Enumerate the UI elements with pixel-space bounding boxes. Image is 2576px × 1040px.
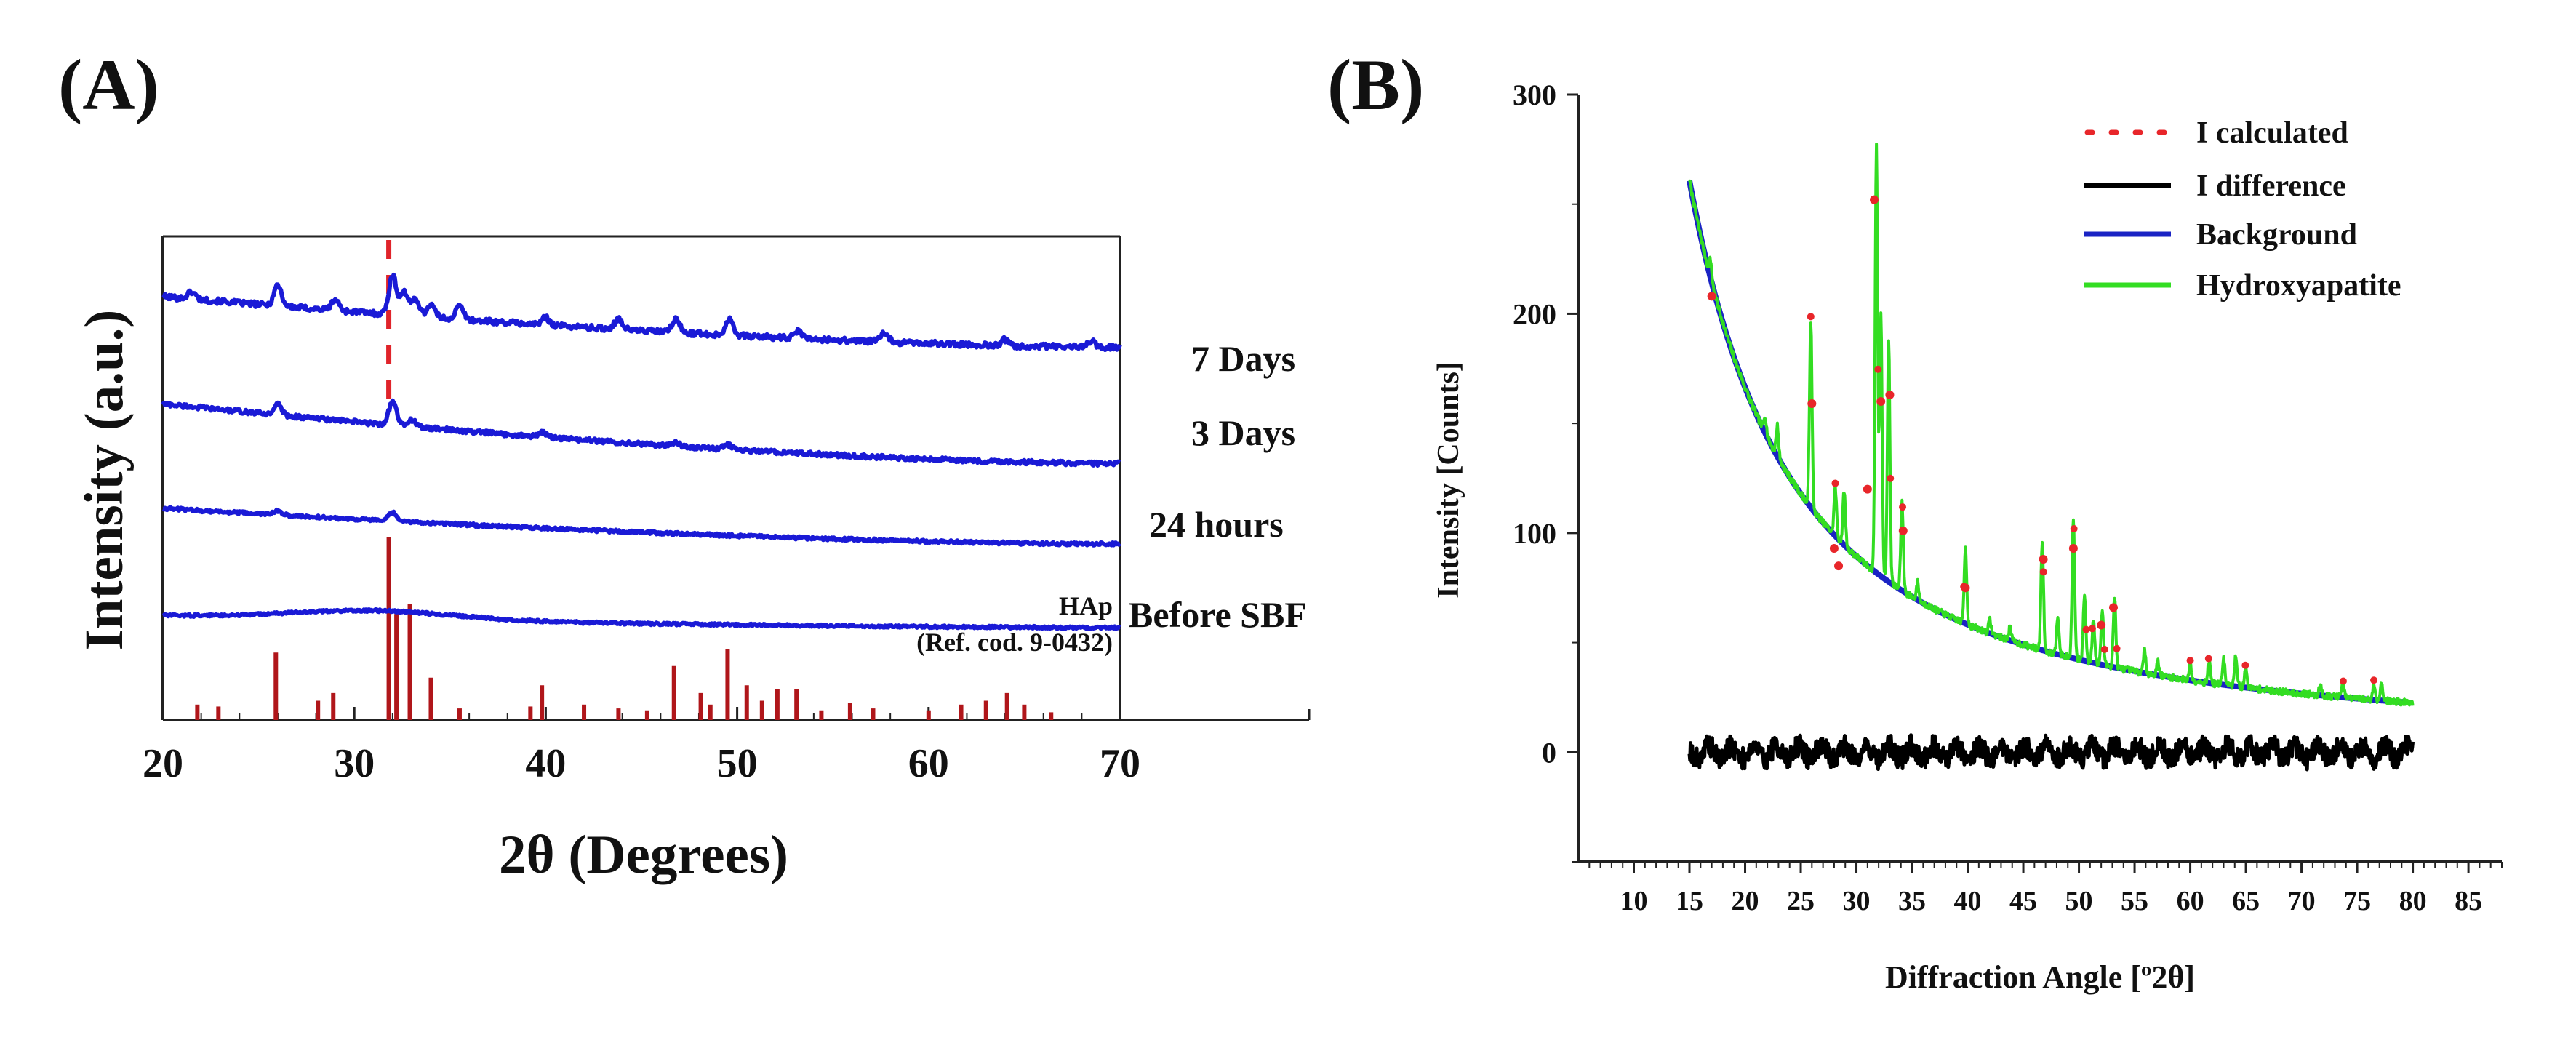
panel-b-x-tick-label-25: 25 — [1787, 886, 1815, 916]
series-line-hydroxyapatite — [1688, 143, 2415, 707]
panel-b-x-tick-label-50: 50 — [2065, 886, 2093, 916]
panel-b-x-tick-label-45: 45 — [2009, 886, 2037, 916]
panel-b-x-tick-label-60: 60 — [2177, 886, 2204, 916]
legend-label-i-difference: I difference — [2196, 169, 2346, 203]
i-calculated-point — [1898, 526, 1908, 535]
i-calculated-point — [1876, 397, 1886, 406]
panel-b-x-tick-label-85: 85 — [2455, 886, 2482, 916]
panel-b-x-tick-label-35: 35 — [1898, 886, 1926, 916]
series-line-before-sbf — [161, 607, 1121, 631]
legend-label-hydroxyapatite: Hydroxyapatite — [2196, 269, 2401, 303]
reference-name: HAp — [1059, 591, 1113, 620]
panel-b-y-tick-label-100: 100 — [1513, 517, 1556, 550]
panel-b-x-tick-label-30: 30 — [1843, 886, 1871, 916]
series-label-24-hours: 24 hours — [1149, 504, 1284, 545]
i-calculated-point — [1834, 561, 1844, 571]
panel-a-x-ticks: 20 30 40 50 60 70 — [143, 707, 1140, 786]
i-calculated-point — [1707, 292, 1716, 301]
panel-a-x-axis-title: 2θ (Degrees) — [499, 825, 788, 885]
panel-b-ticks: 10 15 20 25 30 35 40 45 50 55 60 65 70 75 80 85 0 100 200 3… — [1513, 79, 2503, 916]
series-line-24-hours — [161, 505, 1121, 548]
panel-a-x-tick-label-60: 60 — [908, 741, 949, 786]
panel-b-x-tick-label-80: 80 — [2399, 886, 2427, 916]
panel-b-x-tick-label-20: 20 — [1732, 886, 1759, 916]
legend-item-i-calculated: I calculated — [2084, 116, 2348, 150]
i-calculated-point — [2186, 657, 2194, 665]
i-calculated-point — [1899, 503, 1907, 511]
series-label-before-sbf: Before SBF — [1129, 594, 1307, 635]
i-calculated-point — [2039, 555, 2048, 564]
i-calculated-point — [2097, 620, 2106, 630]
i-calculated-point — [1863, 484, 1872, 494]
panel-a-label: (A) — [58, 44, 159, 125]
i-calculated-point — [2241, 661, 2249, 669]
panel-b-y-tick-label-300: 300 — [1513, 79, 1556, 111]
i-calculated-point — [1961, 583, 1970, 593]
legend-item-i-difference: I difference — [2084, 169, 2346, 203]
legend: I calculated I difference Background Hyd… — [2084, 116, 2401, 303]
i-calculated-point — [2039, 568, 2047, 576]
i-calculated-point — [2082, 625, 2090, 633]
i-calculated-point — [2068, 543, 2078, 553]
i-calculated-point — [1831, 479, 1839, 487]
panel-a-x-tick-label-30: 30 — [334, 741, 375, 786]
panel-b-x-tick-label-40: 40 — [1954, 886, 1982, 916]
panel-a: (A) 20 30 40 50 60 70 HAp (Ref. cod. 9-0432) … — [58, 44, 1311, 885]
i-calculated-point — [1870, 195, 1879, 204]
i-calculated-point — [1887, 474, 1895, 482]
panel-b-x-tick-label-65: 65 — [2232, 886, 2260, 916]
legend-label-background: Background — [2196, 218, 2357, 252]
i-calculated-point — [2100, 645, 2108, 653]
panel-b-x-tick-label-10: 10 — [1620, 886, 1648, 916]
legend-item-hydroxyapatite: Hydroxyapatite — [2084, 269, 2401, 303]
panel-a-x-tick-label-70: 70 — [1100, 741, 1140, 786]
series-line-i-difference — [1687, 733, 2415, 772]
legend-item-background: Background — [2084, 218, 2357, 252]
panel-b-label: (B) — [1327, 44, 1424, 125]
panel-a-y-axis-title: Intensity (a.u.) — [74, 310, 135, 651]
panel-a-x-tick-label-50: 50 — [717, 741, 758, 786]
panel-b: (B) 10 15 20 25 30 35 40 45 50 55 60 65 70 75 80 85 0 100… — [1327, 44, 2503, 995]
series-line-background — [1687, 180, 2414, 706]
panel-b-series — [1687, 143, 2415, 772]
panel-b-x-tick-label-55: 55 — [2121, 886, 2148, 916]
i-calculated-point — [2204, 655, 2212, 663]
i-calculated-point — [2108, 603, 2118, 612]
panel-a-reference-sticks — [195, 240, 1054, 720]
i-calculated-point — [2339, 677, 2347, 685]
panel-b-x-tick-label-15: 15 — [1676, 886, 1703, 916]
series-label-3-days: 3 Days — [1191, 412, 1295, 453]
panel-b-x-tick-label-75: 75 — [2343, 886, 2371, 916]
series-label-7-days: 7 Days — [1191, 338, 1295, 379]
i-calculated-point — [1807, 313, 1815, 321]
panel-b-y-axis-title: Intensity [Counts] — [1432, 361, 1465, 599]
reference-code: (Ref. cod. 9-0432) — [916, 628, 1113, 657]
i-calculated-point — [2113, 644, 2121, 652]
i-calculated-point — [1885, 390, 1895, 399]
panel-b-x-tick-label-70: 70 — [2288, 886, 2316, 916]
panel-a-x-tick-label-20: 20 — [143, 741, 183, 786]
panel-b-x-axis-title: Diffraction Angle [º2θ] — [1885, 959, 2195, 995]
series-points-i-calculated — [1707, 195, 2378, 685]
i-calculated-point — [1807, 399, 1817, 409]
panel-b-y-tick-label-200: 200 — [1513, 297, 1556, 330]
panel-a-x-tick-label-40: 40 — [525, 741, 566, 786]
i-calculated-point — [2070, 525, 2078, 533]
series-line-3-days — [161, 398, 1121, 468]
series-line-7-days — [161, 272, 1122, 352]
panel-b-y-tick-label-0: 0 — [1542, 736, 1556, 769]
legend-label-i-calculated: I calculated — [2196, 116, 2348, 150]
i-calculated-point — [1874, 365, 1882, 373]
i-calculated-point — [2088, 625, 2096, 633]
panel-a-series — [161, 272, 1122, 631]
i-calculated-point — [1829, 543, 1839, 553]
i-calculated-point — [2370, 676, 2378, 684]
